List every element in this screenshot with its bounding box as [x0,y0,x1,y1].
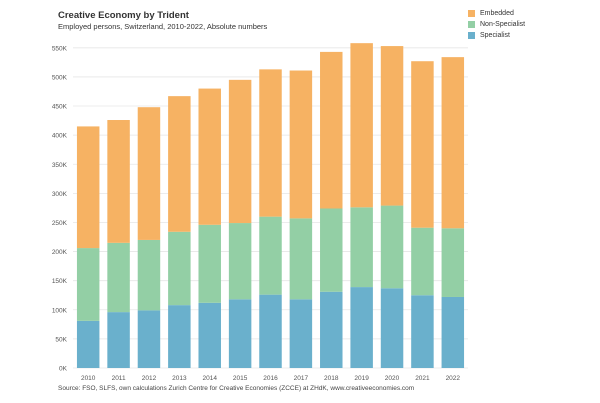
x-tick-label: 2010 [81,375,96,382]
y-tick-label: 150K [52,278,68,285]
bar-segment-non-specialist [228,223,252,300]
legend-item-specialist[interactable]: Specialist [468,30,525,41]
y-tick-label: 450K [52,104,68,111]
y-tick-label: 200K [52,249,68,256]
bar-segment-embedded [411,61,434,228]
source-note: Source: FSO, SLFS, own calculations Zuri… [58,385,415,392]
bar-segment-embedded [320,51,343,209]
bar-segment-specialist [259,294,282,368]
y-tick-label: 300K [52,191,68,198]
legend-swatch-embedded [468,10,475,17]
bar-segment-embedded [289,70,313,219]
x-tick-label: 2015 [233,375,248,382]
bar-segment-embedded [168,96,191,232]
legend-item-embedded[interactable]: Embedded [468,8,525,19]
bar-segment-non-specialist [76,248,100,321]
x-tick-label: 2012 [142,375,157,382]
bar-segment-non-specialist [320,208,343,292]
bar-segment-specialist [198,302,221,368]
bar-segment-specialist [350,287,373,368]
bar-segment-non-specialist [411,227,434,296]
legend-label-non-specialist: Non-Specialist [480,21,526,28]
chart-legend: Embedded Non-Specialist Specialist [468,8,525,41]
bar-segment-non-specialist [380,205,404,289]
x-tick-label: 2018 [324,375,339,382]
bar-segment-embedded [137,107,161,240]
bar-segment-specialist [168,305,191,368]
bar-segment-specialist [320,291,343,368]
y-tick-label: 550K [52,45,68,52]
bar-segment-non-specialist [350,207,373,288]
bar-segment-specialist [289,299,313,368]
bar-segment-non-specialist [259,216,282,295]
bar-segment-embedded [259,69,282,217]
x-tick-label: 2016 [263,375,278,382]
y-tick-label: 100K [52,307,68,314]
legend-swatch-specialist [468,32,475,39]
chart-title: Creative Economy by Trident [58,10,189,21]
legend-item-non-specialist[interactable]: Non-Specialist [468,19,525,30]
bar-segment-non-specialist [137,239,161,311]
bar-segment-embedded [441,57,465,229]
legend-swatch-non-specialist [468,21,475,28]
x-tick-label: 2022 [446,375,461,382]
y-tick-label: 50K [55,336,67,343]
x-tick-label: 2013 [172,375,187,382]
y-tick-label: 500K [52,74,68,81]
bar-segment-embedded [228,79,252,224]
bar-segment-specialist [441,296,465,368]
bar-segment-non-specialist [289,218,313,300]
x-tick-label: 2020 [385,375,400,382]
x-tick-label: 2019 [354,375,369,382]
x-tick-label: 2014 [202,375,217,382]
bar-segment-specialist [411,295,434,368]
x-tick-label: 2021 [415,375,430,382]
bar-segment-embedded [107,120,130,243]
bar-segment-embedded [198,88,221,225]
y-tick-label: 250K [52,220,68,227]
x-tick-label: 2017 [294,375,309,382]
bar-segment-non-specialist [107,242,130,313]
bar-segment-embedded [380,46,404,206]
x-tick-label: 2011 [112,375,126,382]
bar-segment-embedded [350,43,373,208]
bar-segment-specialist [107,312,130,368]
bar-segment-non-specialist [441,228,465,297]
bar-segment-specialist [137,310,161,368]
bar-segment-specialist [76,320,100,368]
legend-label-embedded: Embedded [480,10,514,17]
bar-segment-specialist [228,299,252,368]
bar-segment-embedded [76,126,100,249]
bar-segment-specialist [380,288,404,368]
y-tick-label: 350K [52,162,68,169]
y-tick-label: 0K [59,366,68,373]
y-tick-label: 400K [52,133,68,140]
bar-segment-non-specialist [168,231,191,306]
chart-subtitle: Employed persons, Switzerland, 2010-2022… [58,22,268,31]
bar-segment-non-specialist [198,224,221,303]
legend-label-specialist: Specialist [480,32,510,39]
